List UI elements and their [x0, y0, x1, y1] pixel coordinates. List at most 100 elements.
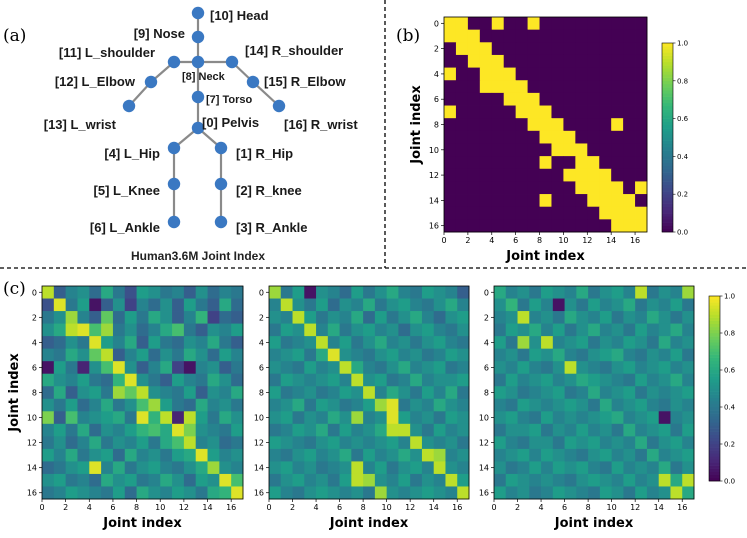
cell-4-15 [670, 336, 683, 350]
cell-12-0 [444, 168, 457, 182]
colorbar-tick-label: 0.8 [724, 330, 735, 338]
cell-9-8 [136, 398, 149, 412]
colorbar-step [709, 437, 720, 442]
cell-6-11 [623, 361, 636, 375]
cell-5-3 [77, 348, 90, 362]
cell-9-12 [587, 130, 600, 144]
cell-10-14 [207, 411, 220, 425]
cell-8-12 [587, 118, 600, 132]
cell-2-15 [219, 311, 232, 324]
y-axis-label: Joint index [409, 85, 424, 165]
cell-6-12 [587, 92, 600, 106]
joint-7-label: [7] Torso [206, 94, 253, 106]
cell-1-5 [503, 29, 517, 43]
cell-4-15 [623, 67, 636, 81]
colorbar-step [662, 159, 673, 163]
cell-14-10 [160, 461, 173, 475]
cell-11-14 [433, 423, 446, 437]
cell-6-13 [421, 361, 435, 375]
colorbar-step [709, 348, 720, 352]
panel-label-c: (c) [3, 279, 26, 299]
cell-13-9 [551, 181, 564, 195]
cell-5-9 [148, 348, 161, 362]
cell-10-8 [136, 411, 149, 425]
cell-7-16 [231, 373, 244, 387]
cell-2-15 [445, 311, 458, 324]
cell-14-6 [515, 194, 528, 208]
cell-10-16 [457, 411, 470, 425]
cell-1-7 [527, 29, 540, 43]
cell-13-2 [292, 448, 305, 462]
cell-13-10 [386, 448, 399, 462]
cell-9-13 [421, 398, 435, 412]
colorbar-adjacency: 0.0 0.2 0.4 0.6 0.8 1.0 [661, 40, 689, 237]
colorbar-step [662, 228, 673, 233]
cell-0-6 [515, 17, 528, 31]
y-tick-label: 12 [429, 171, 439, 180]
cell-7-3 [529, 373, 542, 387]
colorbar-step [709, 311, 720, 315]
cell-9-6 [339, 398, 352, 412]
cell-9-14 [611, 130, 624, 144]
cell-10-5 [503, 143, 517, 157]
cell-13-13 [646, 448, 660, 462]
cell-6-2 [467, 92, 481, 106]
cell-11-11 [623, 423, 636, 437]
cell-4-4 [491, 67, 505, 81]
cell-9-7 [351, 398, 364, 412]
joint-12-marker [144, 75, 158, 89]
cell-9-0 [269, 398, 282, 412]
cell-2-15 [623, 42, 636, 56]
cell-10-16 [682, 411, 695, 425]
colorbar-step [662, 68, 673, 72]
cell-3-0 [42, 323, 55, 337]
cell-12-15 [219, 436, 232, 450]
cell-8-13 [599, 118, 612, 132]
cell-6-5 [327, 361, 340, 375]
cell-16-14 [433, 486, 446, 500]
cell-15-16 [457, 473, 470, 487]
cell-13-2 [517, 448, 530, 462]
cell-8-1 [505, 386, 518, 400]
cell-15-12 [410, 473, 423, 487]
cell-0-7 [576, 286, 589, 299]
cell-15-5 [327, 473, 340, 487]
cell-8-10 [160, 386, 173, 400]
cell-15-8 [136, 473, 149, 487]
cell-0-1 [280, 286, 293, 299]
cell-5-12 [635, 348, 648, 362]
y-tick-label: 14 [429, 196, 439, 205]
cell-15-13 [195, 473, 208, 487]
cell-16-4 [491, 219, 505, 233]
colorbar-step [662, 137, 673, 141]
cell-3-10 [611, 323, 624, 337]
y-tick-label: 16 [429, 222, 439, 231]
cell-2-7 [576, 311, 589, 324]
cell-7-13 [599, 105, 612, 119]
cell-15-14 [207, 473, 220, 487]
cell-16-4 [89, 486, 102, 500]
cell-0-1 [53, 286, 67, 299]
cell-11-5 [327, 423, 340, 437]
cell-12-5 [552, 436, 565, 450]
cell-9-12 [183, 398, 197, 412]
cell-14-13 [195, 461, 208, 475]
colorbar-step [709, 366, 720, 371]
cell-15-10 [386, 473, 399, 487]
cell-0-8 [588, 286, 601, 299]
cell-12-9 [551, 168, 564, 182]
cell-16-5 [101, 486, 114, 500]
cell-4-9 [599, 336, 613, 350]
cell-4-8 [363, 336, 376, 350]
joint-8-marker [191, 55, 205, 69]
cell-5-3 [304, 348, 317, 362]
joint-2-label: [2] R_knee [236, 183, 302, 198]
cell-3-9 [551, 54, 564, 68]
cell-0-11 [398, 286, 411, 299]
colorbar-step [662, 184, 673, 189]
cell-8-15 [670, 386, 683, 400]
cell-9-7 [527, 130, 540, 144]
cell-16-5 [327, 486, 340, 500]
cell-7-0 [444, 105, 457, 119]
